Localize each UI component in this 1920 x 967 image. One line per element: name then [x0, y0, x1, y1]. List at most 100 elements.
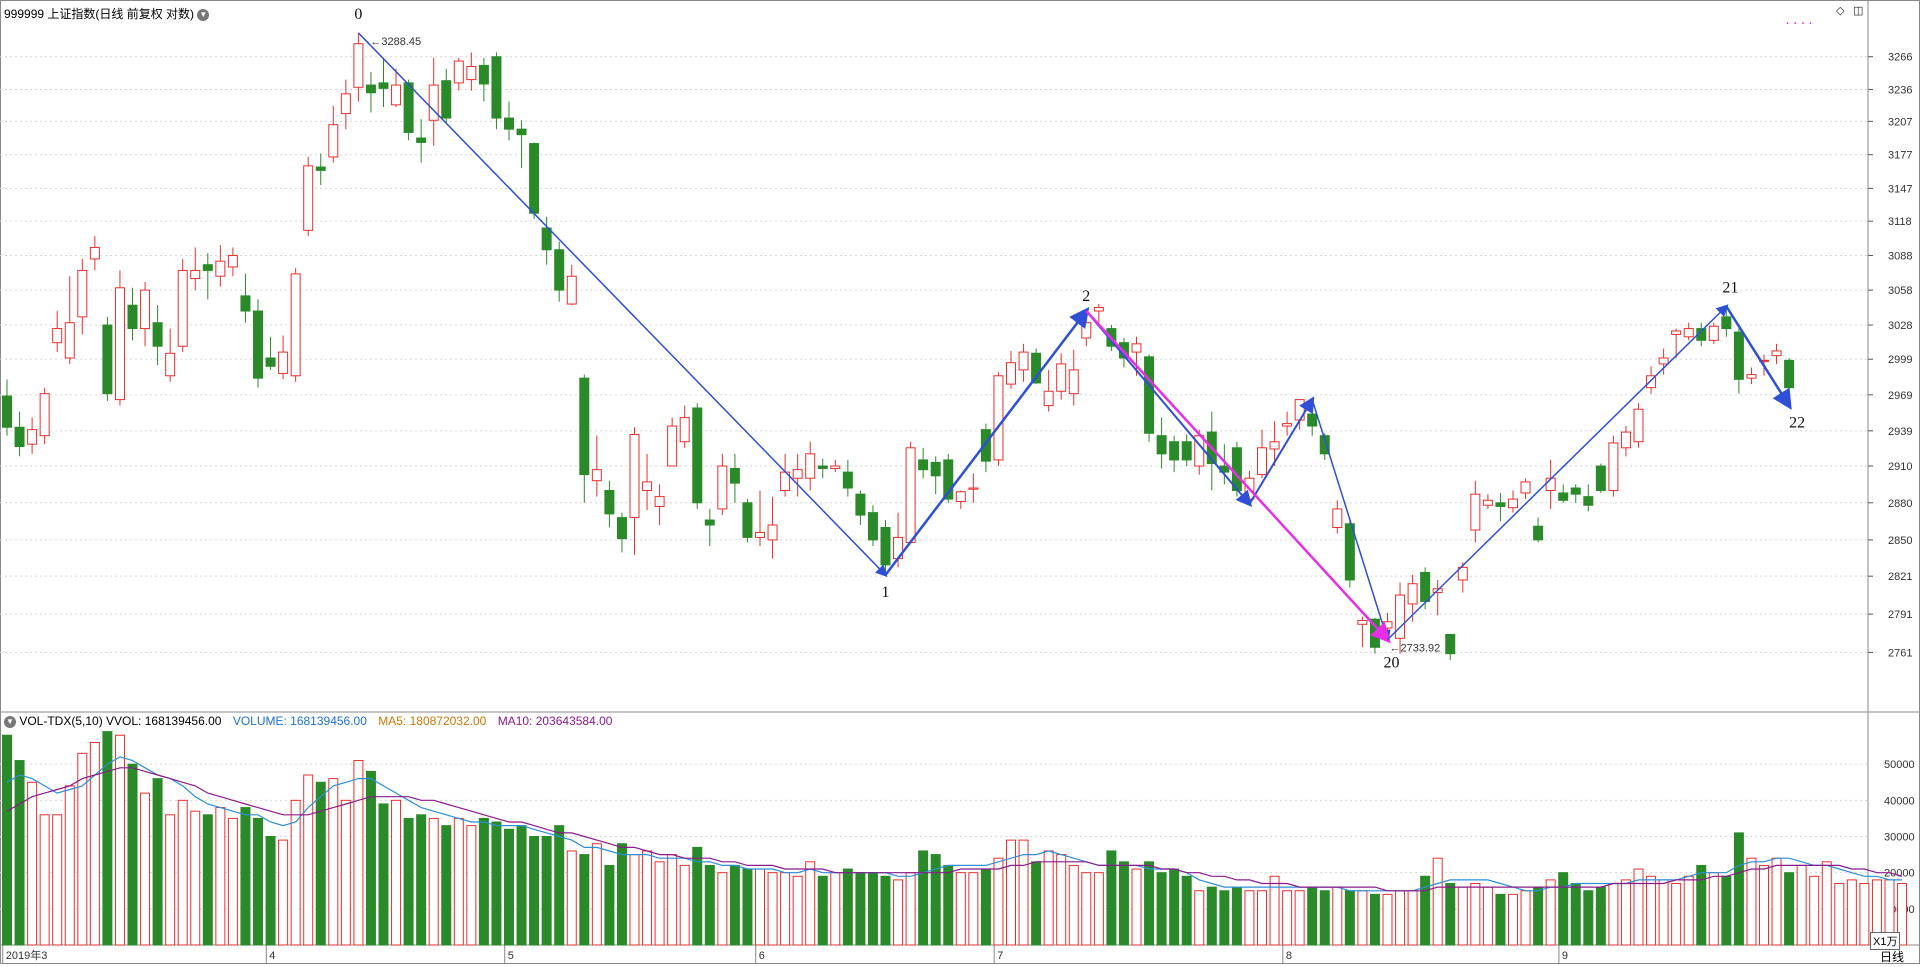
candle-body — [1169, 441, 1180, 461]
volume-bar — [1219, 890, 1230, 946]
volume-bar — [2, 734, 12, 946]
volume-bar — [1257, 890, 1267, 946]
volume-bar — [1671, 883, 1682, 946]
volume-bar — [39, 814, 50, 946]
volume-bar — [692, 846, 703, 946]
diamond-icon[interactable]: ◇ — [1836, 5, 1845, 17]
volume-bar — [1445, 883, 1456, 946]
low-annotation: ←2733.92 — [1390, 643, 1441, 655]
volume-bar — [1043, 850, 1054, 946]
wave-line — [1085, 310, 1253, 508]
volume-bar — [1269, 875, 1280, 946]
candle-body — [554, 249, 565, 291]
candle-body — [792, 469, 803, 479]
volume-bar — [805, 861, 816, 946]
ma10-line — [6, 767, 1903, 892]
volume-bar — [140, 792, 151, 946]
volume-bar — [190, 810, 201, 946]
volume-bar — [278, 839, 289, 946]
candle-body — [1570, 487, 1581, 495]
volume-bar — [441, 825, 452, 946]
candle-body — [1156, 435, 1167, 455]
volume-bar — [416, 814, 427, 946]
ma5-line — [6, 756, 1903, 892]
volume-bar — [202, 814, 213, 946]
volume-bar — [491, 821, 502, 946]
x-axis-label: 8 — [1286, 950, 1292, 962]
wave-label: 22 — [1789, 415, 1805, 432]
candle-body — [955, 491, 966, 503]
period-label[interactable]: 日线 — [1880, 950, 1905, 964]
volume-bar — [1784, 872, 1795, 946]
candle-body — [89, 246, 100, 260]
volume-bar — [378, 803, 389, 946]
volume-bar — [1683, 875, 1694, 946]
candle-body — [215, 260, 226, 277]
candle-body — [2, 395, 12, 428]
volume-bar — [1106, 850, 1117, 946]
volume-tick-label: 40000 — [1884, 795, 1915, 807]
volume-bar — [1307, 886, 1318, 946]
volume-bar — [629, 854, 640, 946]
volume-bar — [993, 857, 1004, 946]
candle-body — [1445, 633, 1456, 655]
x-axis-label: 2019年3 — [6, 948, 48, 962]
volume-bar — [679, 864, 690, 946]
volume-bar — [1746, 857, 1757, 946]
vol-header-volume: VOLUME: 168139456.00 — [232, 714, 367, 728]
candle-body — [1583, 496, 1594, 506]
volume-bar — [152, 778, 163, 946]
candle-body — [604, 489, 615, 515]
candle-body — [52, 328, 63, 344]
candle-body — [140, 289, 151, 330]
wave-line — [1386, 304, 1729, 641]
volume-bar — [1294, 890, 1305, 946]
chevron-down-icon[interactable]: ▼ — [4, 715, 16, 728]
window-icon[interactable]: ◫ — [1853, 5, 1864, 17]
candle-body — [1671, 330, 1682, 335]
candle-body — [830, 465, 841, 469]
candle-body — [202, 264, 213, 271]
volume-bar — [1620, 879, 1631, 946]
chevron-down-icon[interactable]: ▼ — [197, 8, 210, 21]
volume-bar — [1244, 890, 1255, 946]
candle-body — [1520, 481, 1531, 494]
price-tick-label: 3147 — [1888, 183, 1912, 195]
candle-body — [416, 137, 427, 143]
candle-body — [1043, 390, 1054, 407]
volume-bar — [27, 781, 38, 946]
vol-header-prefix: VOL-TDX(5,10) VVOL: 168139456.00 — [19, 714, 222, 728]
volume-bar — [1382, 893, 1393, 946]
candle-body — [1646, 375, 1657, 389]
candle-body — [1558, 492, 1569, 501]
candle-body — [1357, 619, 1368, 625]
volume-bar — [654, 861, 665, 946]
candle-body — [403, 82, 414, 133]
volume-bar — [215, 807, 226, 946]
wave-label: 1 — [882, 584, 890, 601]
candle-body — [240, 295, 251, 312]
volume-bar — [1344, 890, 1355, 946]
volume-bar — [127, 763, 138, 946]
candle-body — [1093, 307, 1104, 312]
candle-body — [679, 417, 690, 443]
candle-body — [391, 84, 402, 106]
volume-bar — [1570, 883, 1581, 946]
volume-bar — [240, 807, 251, 946]
volume-unit-label: X1万 — [1870, 932, 1901, 950]
candle-body — [867, 512, 878, 541]
volume-bar — [717, 872, 728, 946]
x-axis-label: 4 — [269, 950, 275, 962]
candle-body — [968, 487, 979, 490]
volume-bar — [905, 872, 916, 946]
candle-body — [541, 227, 552, 251]
candle-body — [717, 465, 728, 510]
volume-bar — [177, 799, 188, 946]
price-tick-label: 2939 — [1888, 426, 1912, 438]
volume-bar — [1093, 872, 1104, 946]
volume-bar — [1733, 832, 1744, 946]
volume-bar — [1457, 886, 1468, 946]
candle-body — [1344, 523, 1355, 581]
candle-body — [1056, 363, 1067, 392]
